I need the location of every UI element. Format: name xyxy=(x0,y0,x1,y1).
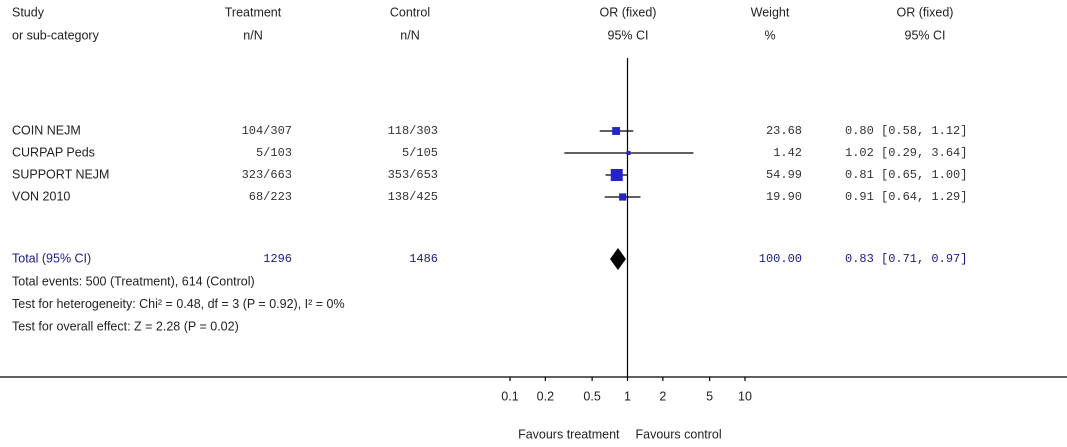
column-subtitle: % xyxy=(764,28,775,42)
treatment-count: 5/103 xyxy=(256,146,292,160)
study-name: SUPPORT NEJM xyxy=(12,167,109,181)
study-name: VON 2010 xyxy=(12,189,70,203)
column-subtitle: n/N xyxy=(243,28,262,42)
weight: 19.90 xyxy=(766,190,802,204)
x-tick-label: 0.2 xyxy=(537,389,554,403)
column-title: Study xyxy=(12,5,45,19)
total-diamond xyxy=(610,248,626,270)
weight-square xyxy=(626,151,631,155)
total-treatment: 1296 xyxy=(263,252,292,266)
x-tick-label: 0.1 xyxy=(501,389,518,403)
x-tick-label: 10 xyxy=(738,389,752,403)
x-tick-label: 2 xyxy=(659,389,666,403)
weight-square xyxy=(619,193,627,201)
weight: 23.68 xyxy=(766,124,802,138)
x-label-right: Favours control xyxy=(636,427,722,441)
total-control: 1486 xyxy=(409,252,438,266)
note: Test for heterogeneity: Chi² = 0.48, df … xyxy=(12,297,345,311)
x-label-left: Favours treatment xyxy=(518,427,620,441)
x-tick-label: 1 xyxy=(624,389,631,403)
column-title: Weight xyxy=(751,5,790,19)
column-title: Treatment xyxy=(225,5,282,19)
column-title: OR (fixed) xyxy=(600,5,657,19)
control-count: 353/653 xyxy=(388,168,438,182)
control-count: 5/105 xyxy=(402,146,438,160)
treatment-count: 68/223 xyxy=(249,190,292,204)
weight: 1.42 xyxy=(773,146,802,160)
study-name: CURPAP Peds xyxy=(12,145,95,159)
note: Total events: 500 (Treatment), 614 (Cont… xyxy=(12,274,255,288)
note: Test for overall effect: Z = 2.28 (P = 0… xyxy=(12,319,239,333)
treatment-count: 104/307 xyxy=(242,124,292,138)
x-tick-label: 5 xyxy=(706,389,713,403)
column-subtitle: 95% CI xyxy=(905,28,946,42)
column-subtitle: 95% CI xyxy=(608,28,649,42)
study-name: COIN NEJM xyxy=(12,123,81,137)
column-title: Control xyxy=(390,5,430,19)
control-count: 118/303 xyxy=(388,124,438,138)
or-ci: 0.80 [0.58, 1.12] xyxy=(845,124,967,138)
or-ci: 0.81 [0.65, 1.00] xyxy=(845,168,967,182)
or-ci: 1.02 [0.29, 3.64] xyxy=(845,146,967,160)
total-name: Total (95% CI) xyxy=(12,251,91,265)
x-tick-label: 0.5 xyxy=(583,389,600,403)
column-subtitle: n/N xyxy=(400,28,419,42)
treatment-count: 323/663 xyxy=(242,168,292,182)
total-weight: 100.00 xyxy=(759,252,802,266)
or-ci: 0.91 [0.64, 1.29] xyxy=(845,190,967,204)
weight-square xyxy=(610,169,623,181)
control-count: 138/425 xyxy=(388,190,438,204)
weight-square xyxy=(612,127,621,135)
column-title: OR (fixed) xyxy=(897,5,954,19)
weight: 54.99 xyxy=(766,168,802,182)
total-or-ci: 0.83 [0.71, 0.97] xyxy=(845,252,967,266)
column-subtitle: or sub-category xyxy=(12,28,100,42)
